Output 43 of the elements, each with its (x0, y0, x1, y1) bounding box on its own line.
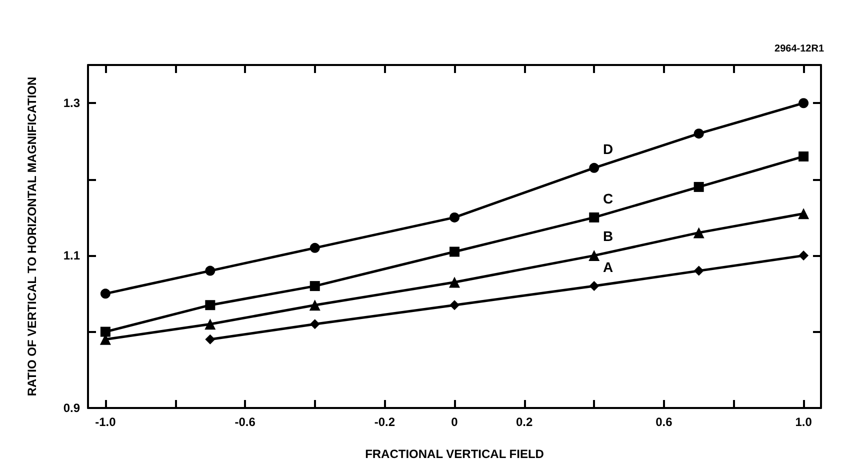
x-tick-label: -0.6 (234, 415, 256, 429)
point (693, 227, 704, 238)
x-axis-title: FRACTIONAL VERTICAL FIELD (365, 447, 544, 461)
point (450, 300, 460, 310)
y-axis-title: RATIO OF VERTICAL TO HORIZONTAL MAGNIFICATION (25, 76, 39, 396)
point (310, 319, 320, 330)
point (694, 182, 704, 192)
point (205, 334, 216, 344)
point (798, 151, 809, 162)
point (694, 128, 704, 139)
point (310, 242, 320, 253)
series-label: B (603, 228, 614, 244)
point (798, 98, 809, 108)
point (204, 318, 216, 330)
point (100, 326, 110, 337)
y-tick-label: 1.1 (63, 248, 80, 263)
point (589, 281, 600, 292)
x-tick-label: 0 (451, 415, 458, 429)
point (589, 212, 600, 222)
point (309, 300, 320, 311)
y-tick-label: 0.9 (63, 401, 80, 415)
point (310, 281, 320, 292)
x-tick-label: -1.0 (95, 415, 116, 429)
point (205, 266, 216, 276)
x-tick-label: 0.6 (656, 415, 673, 429)
point (588, 250, 600, 262)
point (589, 162, 600, 173)
series-label: D (603, 140, 614, 157)
series-label: A (603, 259, 614, 276)
y-tick-label: 1.3 (63, 96, 80, 110)
text: 2964-12R1 (774, 44, 824, 54)
x-tick-label: 0.2 (516, 415, 533, 429)
point (694, 266, 704, 276)
point (100, 288, 110, 299)
point (798, 208, 810, 220)
x-tick-label: 1.0 (795, 415, 812, 429)
point (798, 250, 809, 261)
point (450, 212, 460, 222)
point (449, 276, 460, 288)
point (450, 246, 460, 257)
x-tick-label: -0.2 (374, 415, 396, 429)
point (205, 300, 216, 310)
series-label: C (603, 190, 614, 206)
